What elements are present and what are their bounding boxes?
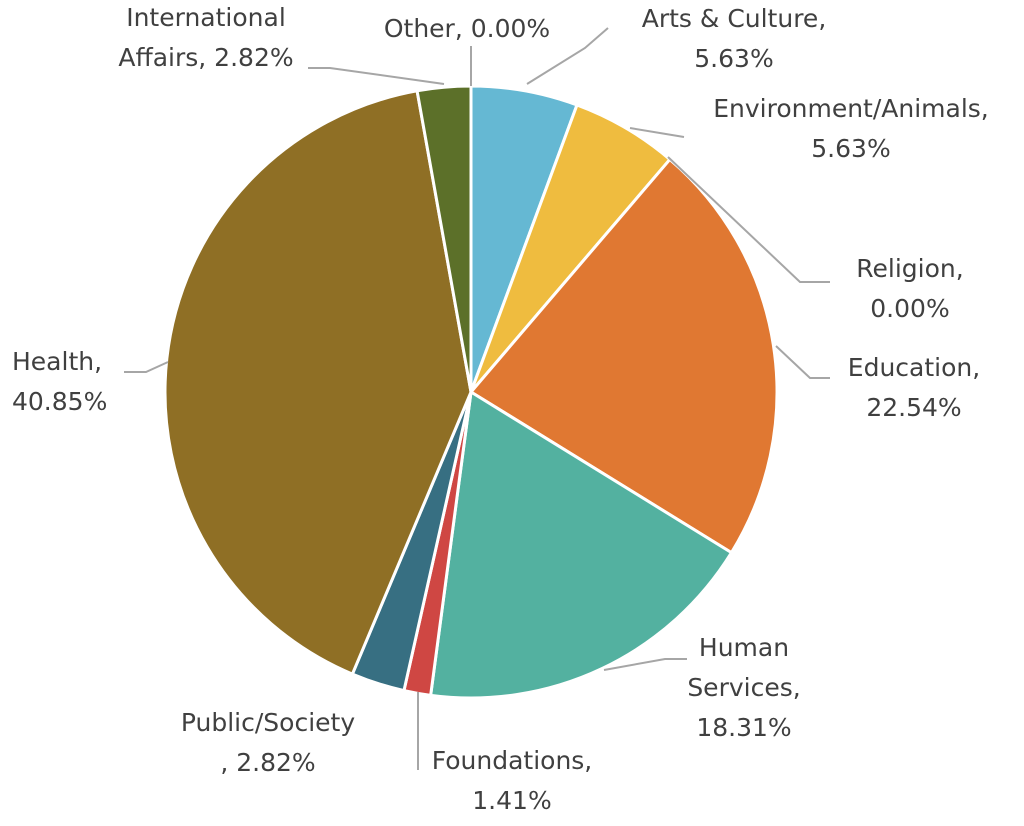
- slice-health: [163, 89, 473, 676]
- data-label-environment-animals: Environment/Animals, 5.63%: [713, 94, 989, 163]
- data-label-foundations: Foundations, 1.41%: [432, 746, 593, 815]
- data-label-line: Arts & Culture,: [642, 4, 827, 33]
- data-labels: Arts & Culture, 5.63%Environment/Animals,…: [12, 3, 989, 815]
- data-label-line: Public/Society: [181, 708, 355, 737]
- leader-lines: [124, 27, 830, 770]
- data-label-line: 5.63%: [694, 44, 773, 73]
- data-label-health: Health, 40.85%: [12, 347, 107, 416]
- data-label-line: Education,: [848, 353, 980, 382]
- data-label-international-affairs: International Affairs, 2.82%: [118, 3, 293, 72]
- data-label-line: Services,: [687, 673, 800, 702]
- data-label-line: Other, 0.00%: [384, 14, 550, 43]
- data-label-arts-culture: Arts & Culture, 5.63%: [642, 4, 827, 73]
- leader-line-international-affairs: [308, 67, 445, 85]
- data-label-line: 18.31%: [696, 713, 791, 742]
- leader-line-human-services: [603, 658, 687, 671]
- data-label-other: Other, 0.00%: [384, 14, 550, 43]
- data-label-line: Environment/Animals,: [713, 94, 989, 123]
- data-label-public-society: Public/Society , 2.82%: [181, 708, 355, 777]
- data-label-education: Education, 22.54%: [848, 353, 980, 422]
- data-label-line: Religion,: [856, 254, 963, 283]
- data-label-line: Health,: [12, 347, 102, 376]
- leader-line-environment-animals: [629, 127, 685, 138]
- leader-line-religion: [667, 156, 830, 283]
- data-label-line: 0.00%: [870, 294, 949, 323]
- data-label-line: 1.41%: [472, 786, 551, 815]
- leader-line-education: [775, 345, 830, 379]
- data-label-line: , 2.82%: [220, 748, 315, 777]
- slice-education: [469, 157, 779, 555]
- data-label-line: Human: [699, 633, 789, 662]
- pie-slices: [163, 84, 779, 700]
- data-label-human-services: Human Services, 18.31%: [687, 633, 800, 742]
- data-label-religion: Religion, 0.00%: [856, 254, 963, 323]
- data-label-line: 5.63%: [811, 134, 890, 163]
- data-label-line: Foundations,: [432, 746, 593, 775]
- data-label-line: 40.85%: [12, 387, 107, 416]
- leader-line-health: [124, 361, 169, 373]
- slice-human-services: [429, 390, 733, 700]
- data-label-line: 22.54%: [866, 393, 961, 422]
- data-label-line: Affairs, 2.82%: [118, 43, 293, 72]
- data-label-line: International: [126, 3, 286, 32]
- leader-line-arts-culture: [526, 27, 609, 85]
